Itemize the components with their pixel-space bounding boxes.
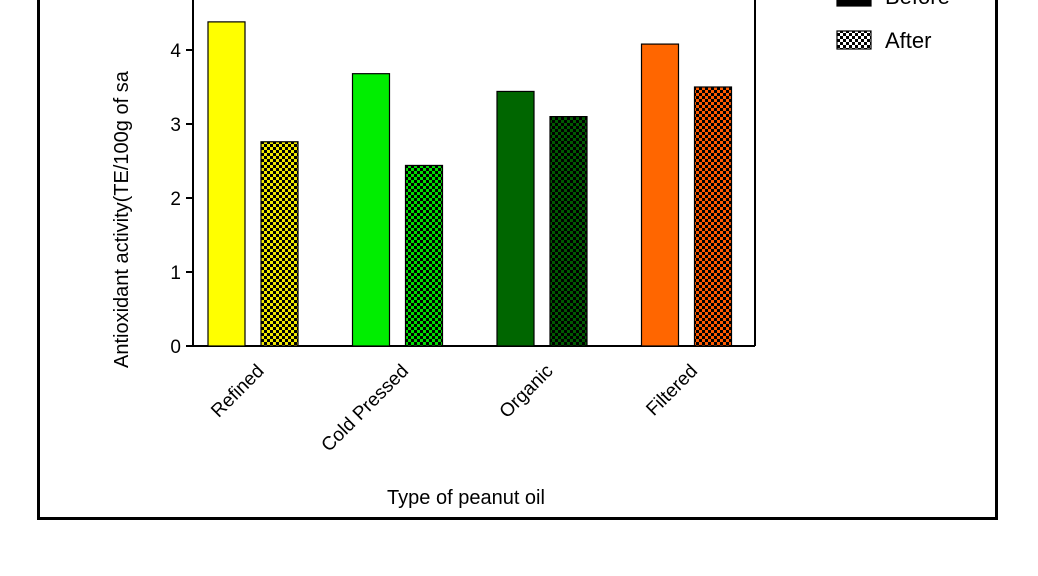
bar-before-cold-pressed: [351, 73, 391, 347]
bar-before-organic: [496, 90, 535, 347]
y-axis-title: Antioxidant activity(TE/100g of sa: [111, 70, 133, 368]
y-tick-label: 3: [170, 115, 181, 136]
legend-label-before: Before: [885, 0, 950, 9]
bar-after-organic: [549, 115, 588, 347]
x-tick-label: Organic: [496, 361, 558, 423]
bar-after-filtered: [693, 86, 733, 347]
x-axis-title: Type of peanut oil: [387, 487, 545, 509]
y-tick-label: 2: [170, 189, 181, 210]
x-tick-label: Refined: [207, 361, 268, 422]
legend-swatch-before: [836, 0, 872, 7]
y-tick-label: 0: [170, 337, 181, 358]
x-tick-label: Filtered: [642, 361, 702, 421]
bar-before-filtered: [640, 43, 680, 347]
legend-label-after: After: [885, 28, 931, 53]
bar-after-refined: [260, 141, 299, 347]
y-tick-label: 4: [170, 41, 181, 62]
bar-after-cold-pressed: [404, 164, 444, 347]
y-tick-label: 1: [170, 263, 181, 284]
bar-before-refined: [207, 21, 246, 347]
x-tick-label: Cold Pressed: [318, 361, 414, 457]
legend-swatch-after: [836, 30, 872, 50]
